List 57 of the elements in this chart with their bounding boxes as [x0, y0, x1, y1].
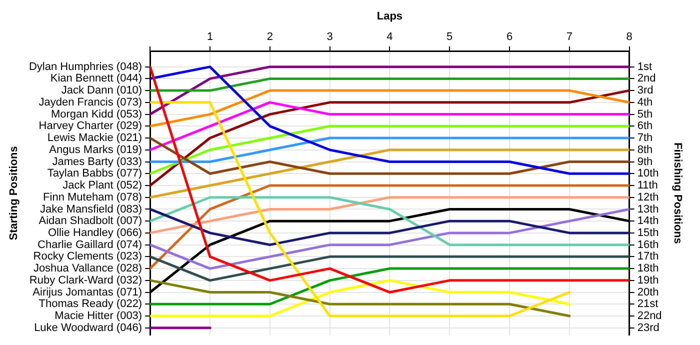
- x-tick-label: 2: [266, 30, 273, 43]
- y2-tick-label: 22nd: [637, 310, 662, 322]
- category-label: Jack Plant (052): [62, 180, 142, 192]
- x-tick-label: 6: [506, 30, 513, 43]
- y2-tick-label: 13th: [637, 203, 659, 216]
- category-label: Angus Marks (019): [49, 144, 142, 156]
- category-label: Jake Mansfield (083): [40, 203, 142, 216]
- y2-tick-label: 23rd: [637, 322, 660, 334]
- x-tick-label: 1: [206, 30, 214, 43]
- y2-tick-label: 6th: [637, 120, 653, 132]
- y2-tick-label: 12th: [637, 191, 659, 204]
- y2-tick-label: 17th: [637, 250, 659, 263]
- y2-tick-label: 3rd: [637, 84, 654, 97]
- category-label: Macie Hitter (003): [54, 310, 142, 322]
- x-axis-title: Laps: [376, 10, 403, 23]
- category-label: Airijus Jomantas (071): [32, 286, 142, 298]
- category-label: Jack Dann (010): [61, 84, 142, 97]
- y2-tick-label: 9th: [637, 156, 653, 168]
- x-tick-label: 5: [446, 30, 453, 43]
- category-label: James Barty (033): [52, 156, 142, 168]
- y2-tick-label: 21st: [637, 298, 658, 310]
- category-label: Rocky Clements (023): [33, 250, 142, 263]
- y2-tick-label: 2nd: [637, 72, 656, 85]
- category-label: Thomas Ready (022): [38, 298, 142, 310]
- text: Starting Positions: [8, 146, 20, 240]
- category-label: Ruby Clark-Ward (032): [29, 274, 142, 286]
- y2-axis-title: Finishing Positions: [671, 142, 684, 244]
- y2-tick-label: 18th: [637, 262, 659, 275]
- x-tick-label: 4: [386, 30, 393, 43]
- x-tick-label: 3: [326, 30, 333, 43]
- category-label: Morgan Kidd (053): [50, 108, 142, 120]
- category-label: Taylan Babbs (077): [47, 168, 142, 180]
- y2-tick-label: 19th: [637, 274, 659, 286]
- y2-tick-label: 4th: [637, 96, 653, 108]
- category-label: Finn Muteham (078): [43, 191, 142, 204]
- category-label: Harvey Charter (029): [38, 120, 142, 132]
- y2-tick-label: 5th: [637, 108, 653, 120]
- y2-tick-label: 16th: [637, 238, 659, 251]
- category-label: Luke Woodward (046): [34, 322, 142, 334]
- y2-tick-label: 1st: [637, 60, 652, 73]
- category-label: Charlie Gaillard (074): [38, 238, 142, 251]
- y2-tick-label: 11th: [637, 180, 658, 192]
- category-label: Jayden Francis (073): [38, 96, 142, 108]
- category-label: Kian Bennett (044): [50, 72, 142, 85]
- category-label: Lewis Mackie (021): [47, 132, 142, 144]
- y2-tick-label: 7th: [637, 132, 653, 144]
- y2-tick-label: 8th: [637, 144, 653, 156]
- x-tick-label: 7: [566, 30, 572, 43]
- category-label: Dylan Humphries (048): [28, 60, 142, 73]
- y2-tick-label: 10th: [637, 168, 659, 180]
- y2-tick-label: 14th: [637, 215, 659, 228]
- x-tick-label: 8: [626, 30, 632, 43]
- category-label: Aidan Shadbolt (007): [38, 215, 142, 228]
- category-label: Ollie Handley (066): [48, 226, 142, 239]
- category-label: Joshua Vallance (028): [33, 262, 142, 275]
- y2-tick-label: 20th: [637, 286, 659, 298]
- y2-tick-label: 15th: [637, 226, 659, 239]
